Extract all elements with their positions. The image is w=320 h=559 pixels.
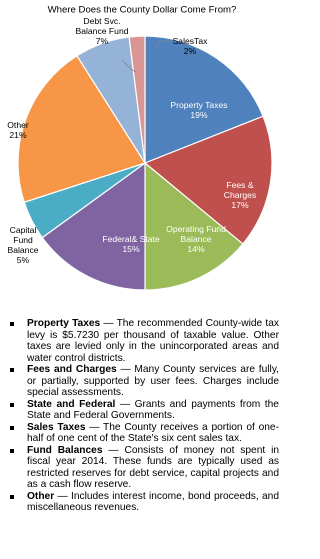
- note-item: Sales Taxes — The County receives a port…: [8, 422, 279, 445]
- note-text: — Many County services are fully, or par…: [27, 364, 279, 398]
- note-term: State and Federal: [27, 398, 116, 410]
- chart: Where Does the County Dollar Come From? …: [0, 0, 285, 308]
- page: {"chart_data": {"type": "pie", "title": …: [0, 0, 285, 556]
- note-item: State and Federal — Grants and payments …: [8, 399, 279, 422]
- pie-slice: [144, 35, 264, 164]
- slice-name: Fees & Charges: [223, 180, 257, 200]
- note-item: Other — Includes interest income, bond p…: [8, 491, 279, 514]
- slice-value: 2%: [183, 46, 197, 56]
- notes-list: Property Taxes — The recommended County-…: [8, 318, 279, 556]
- slice-label: Property Taxes 19%: [168, 100, 230, 120]
- note-term: Property Taxes: [27, 318, 101, 329]
- slice-label: Debt Svc. Balance Fund 7%: [74, 16, 130, 46]
- pie-chart: Where Does the County Dollar Come From?: [17, 5, 273, 291]
- slice-label: Federal& State 15%: [100, 234, 162, 254]
- note-term: Other: [27, 490, 55, 502]
- slice-value: 5%: [16, 255, 30, 265]
- note-term: Sales Taxes: [27, 421, 86, 433]
- slice-value: 19%: [190, 110, 208, 120]
- slice-name: Capital Fund Balance: [7, 225, 39, 255]
- slice-name: Operating Fund Balance: [166, 224, 226, 244]
- note-text: — Includes interest income, bond proceed…: [27, 490, 279, 514]
- pie-slice: [144, 161, 244, 291]
- note-text: — Grants and payments from the State and…: [27, 398, 279, 422]
- pie-slice: [128, 35, 146, 164]
- pie-slice: [17, 54, 146, 204]
- slice-name: Federal& State: [102, 234, 160, 244]
- note-text: — Consists of money not spent in fiscal …: [27, 444, 279, 491]
- slice-value: 15%: [122, 244, 140, 254]
- leader-line: [154, 40, 170, 48]
- note-term: Fees and Charges: [27, 364, 117, 375]
- slice-label: SalesTax 2%: [168, 36, 212, 56]
- slice-label: Capital Fund Balance 5%: [0, 225, 46, 265]
- note-term: Fund Balances: [27, 444, 103, 456]
- leader-line: [121, 59, 137, 73]
- note-item: Property Taxes — The recommended County-…: [8, 318, 279, 364]
- slice-value: 14%: [187, 244, 205, 254]
- note-text: — The County receives a portion of one-h…: [27, 421, 279, 445]
- slice-name: SalesTax: [172, 36, 208, 46]
- note-item: Fees and Charges — Many County services …: [8, 364, 279, 399]
- slice-value: 21%: [9, 130, 27, 140]
- chart-title: Where Does the County Dollar Come From?: [48, 5, 237, 16]
- slice-value: 17%: [231, 200, 249, 210]
- slice-label: Operating Fund Balance 14%: [165, 224, 227, 254]
- slice-name: Debt Svc. Balance Fund: [75, 16, 129, 36]
- note-item: Fund Balances — Consists of money not sp…: [8, 445, 279, 491]
- pie-slice: [143, 115, 273, 245]
- note-text: — The recommended County-wide tax levy i…: [27, 318, 279, 364]
- slice-name: Property Taxes: [170, 100, 228, 110]
- pie-slice: [41, 161, 146, 291]
- slice-value: 7%: [95, 36, 109, 46]
- slice-label: Other 21%: [0, 120, 36, 140]
- slice-label: Fees & Charges 17%: [210, 180, 270, 210]
- slice-name: Other: [7, 120, 29, 130]
